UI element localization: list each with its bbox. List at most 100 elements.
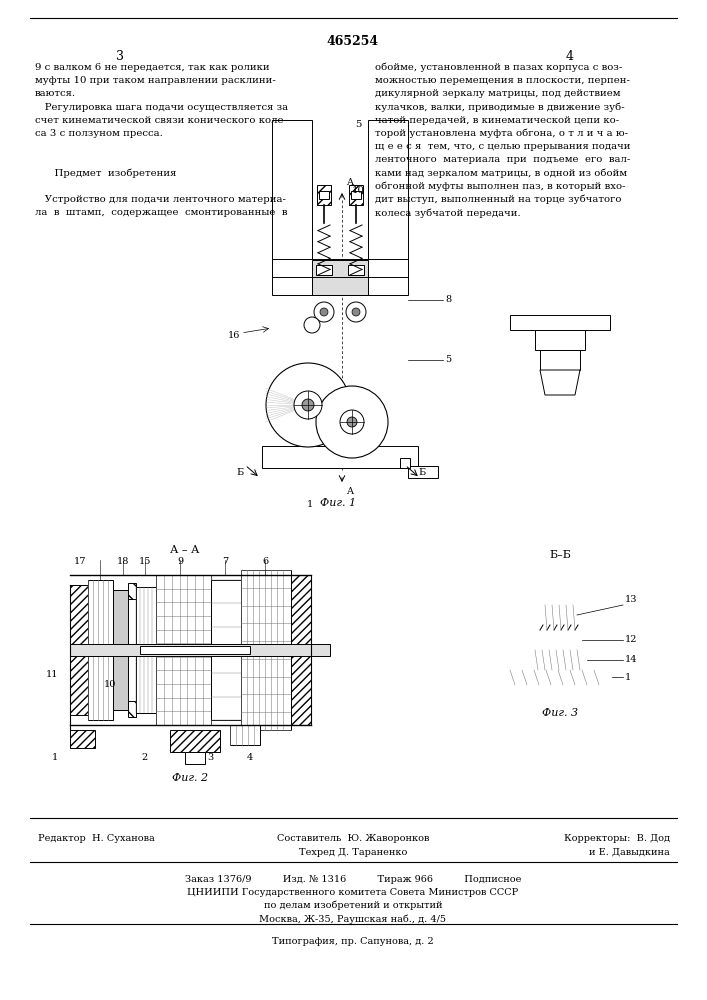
Text: 15: 15 (139, 557, 151, 566)
Text: 9: 9 (177, 557, 183, 566)
Text: 17: 17 (74, 557, 86, 566)
Bar (113, 590, 128, 710)
Text: 1: 1 (307, 500, 313, 509)
Text: 7: 7 (222, 557, 228, 566)
Polygon shape (535, 330, 585, 350)
Bar (88, 580, 113, 720)
Bar (400, 458, 410, 468)
Bar (351, 191, 361, 199)
Bar (241, 570, 291, 730)
Text: 10: 10 (351, 186, 364, 195)
Text: А – А: А – А (170, 545, 199, 555)
Text: ками над зеркалом матрицы, в одной из обойм: ками над зеркалом матрицы, в одной из об… (375, 169, 627, 178)
Circle shape (346, 302, 366, 322)
Text: 18: 18 (117, 557, 129, 566)
Text: 12: 12 (625, 636, 638, 645)
Bar (316, 265, 332, 275)
Bar (156, 575, 211, 725)
Text: 16: 16 (228, 330, 240, 340)
Text: счет кинематической связи конического коле-: счет кинематической связи конического ко… (35, 116, 287, 125)
Text: ваются.: ваются. (35, 89, 76, 98)
Bar (170, 730, 220, 752)
Text: 1: 1 (625, 672, 631, 682)
Text: 13: 13 (625, 595, 638, 604)
Bar (348, 265, 364, 275)
Bar (185, 752, 205, 764)
Bar (128, 583, 136, 599)
Bar (272, 259, 408, 277)
Circle shape (340, 410, 364, 434)
Text: 8: 8 (445, 296, 451, 304)
Circle shape (294, 391, 322, 419)
Bar (140, 646, 250, 654)
Circle shape (352, 308, 360, 316)
Circle shape (320, 308, 328, 316)
Text: Б–Б: Б–Б (549, 550, 571, 560)
Polygon shape (510, 315, 610, 330)
Text: торой установлена муфта обгона, о т л и ч а ю-: торой установлена муфта обгона, о т л и … (375, 129, 628, 138)
Bar (317, 185, 331, 205)
Text: ЦНИИПИ Государственного комитета Совета Министров СССР: ЦНИИПИ Государственного комитета Совета … (187, 888, 519, 897)
Text: 5: 5 (355, 120, 361, 129)
Polygon shape (540, 370, 580, 395)
Text: 3: 3 (116, 50, 124, 63)
Bar (136, 587, 156, 713)
Text: 2: 2 (142, 753, 148, 762)
Text: и Е. Давыдкина: и Е. Давыдкина (589, 848, 670, 857)
Text: Составитель  Ю. Жаворонков: Составитель Ю. Жаворонков (277, 834, 429, 843)
Bar (272, 120, 312, 295)
Text: 6: 6 (262, 557, 268, 566)
Polygon shape (540, 350, 580, 370)
Text: колеса зубчатой передачи.: колеса зубчатой передачи. (375, 208, 521, 218)
Text: можностью перемещения в плоскости, перпен-: можностью перемещения в плоскости, перпе… (375, 76, 630, 85)
Text: Типография, пр. Сапунова, д. 2: Типография, пр. Сапунова, д. 2 (272, 937, 434, 946)
Text: кулачков, валки, приводимые в движение зуб-: кулачков, валки, приводимые в движение з… (375, 103, 624, 112)
Circle shape (266, 363, 350, 447)
Bar (262, 446, 418, 468)
Text: Устройство для подачи ленточного материа-: Устройство для подачи ленточного материа… (35, 195, 286, 204)
Text: Заказ 1376/9          Изд. № 1316          Тираж 966          Подписное: Заказ 1376/9 Изд. № 1316 Тираж 966 Подпи… (185, 875, 521, 884)
Text: 465254: 465254 (327, 35, 379, 48)
Bar (211, 580, 241, 720)
Text: A: A (346, 487, 353, 496)
Text: обойме, установленной в пазах корпуса с воз-: обойме, установленной в пазах корпуса с … (375, 63, 622, 73)
Circle shape (304, 317, 320, 333)
Circle shape (316, 386, 388, 458)
Text: са 3 с ползуном пресса.: са 3 с ползуном пресса. (35, 129, 163, 138)
Text: Б: Б (419, 468, 426, 477)
Text: Москва, Ж-35, Раушская наб., д. 4/5: Москва, Ж-35, Раушская наб., д. 4/5 (259, 914, 447, 924)
Text: щ е е с я  тем, что, с целью прерывания подачи: щ е е с я тем, что, с целью прерывания п… (375, 142, 631, 151)
Text: Техред Д. Тараненко: Техред Д. Тараненко (299, 848, 407, 857)
Bar (319, 191, 329, 199)
Text: муфты 10 при таком направлении расклини-: муфты 10 при таком направлении расклини- (35, 76, 276, 85)
Bar (128, 701, 136, 717)
Bar (70, 730, 95, 748)
Text: 9 с валком 6 не передается, так как ролики: 9 с валком 6 не передается, так как роли… (35, 63, 269, 72)
Text: Корректоры:  В. Дод: Корректоры: В. Дод (564, 834, 670, 843)
Text: ла  в  штамп,  содержащее  смонтированные  в: ла в штамп, содержащее смонтированные в (35, 208, 288, 217)
Text: чатой передачей, в кинематической цепи ко-: чатой передачей, в кинематической цепи к… (375, 116, 619, 125)
Text: 4: 4 (247, 753, 253, 762)
Text: дикулярной зеркалу матрицы, под действием: дикулярной зеркалу матрицы, под действие… (375, 89, 621, 98)
Text: по делам изобретений и открытий: по делам изобретений и открытий (264, 901, 443, 910)
Circle shape (302, 399, 314, 411)
Text: 5: 5 (445, 356, 451, 364)
Text: 11: 11 (46, 670, 58, 679)
Bar (349, 185, 363, 205)
Bar (70, 585, 88, 715)
Text: Фиг. 1: Фиг. 1 (320, 498, 356, 508)
Bar (368, 120, 408, 295)
Text: 1: 1 (52, 753, 58, 762)
Text: A: A (346, 178, 353, 187)
Text: Фиг. 3: Фиг. 3 (542, 708, 578, 718)
Bar (70, 644, 330, 656)
Circle shape (347, 417, 357, 427)
Text: Предмет  изобретения: Предмет изобретения (35, 169, 176, 178)
Text: обгонной муфты выполнен паз, в который вхо-: обгонной муфты выполнен паз, в который в… (375, 182, 626, 191)
Text: 14: 14 (625, 656, 638, 664)
Text: 10: 10 (104, 680, 116, 689)
Bar (312, 260, 368, 295)
Text: Регулировка шага подачи осуществляется за: Регулировка шага подачи осуществляется з… (35, 103, 288, 112)
Text: ленточного  материала  при  подъеме  его  вал-: ленточного материала при подъеме его вал… (375, 155, 630, 164)
Bar (291, 575, 311, 725)
